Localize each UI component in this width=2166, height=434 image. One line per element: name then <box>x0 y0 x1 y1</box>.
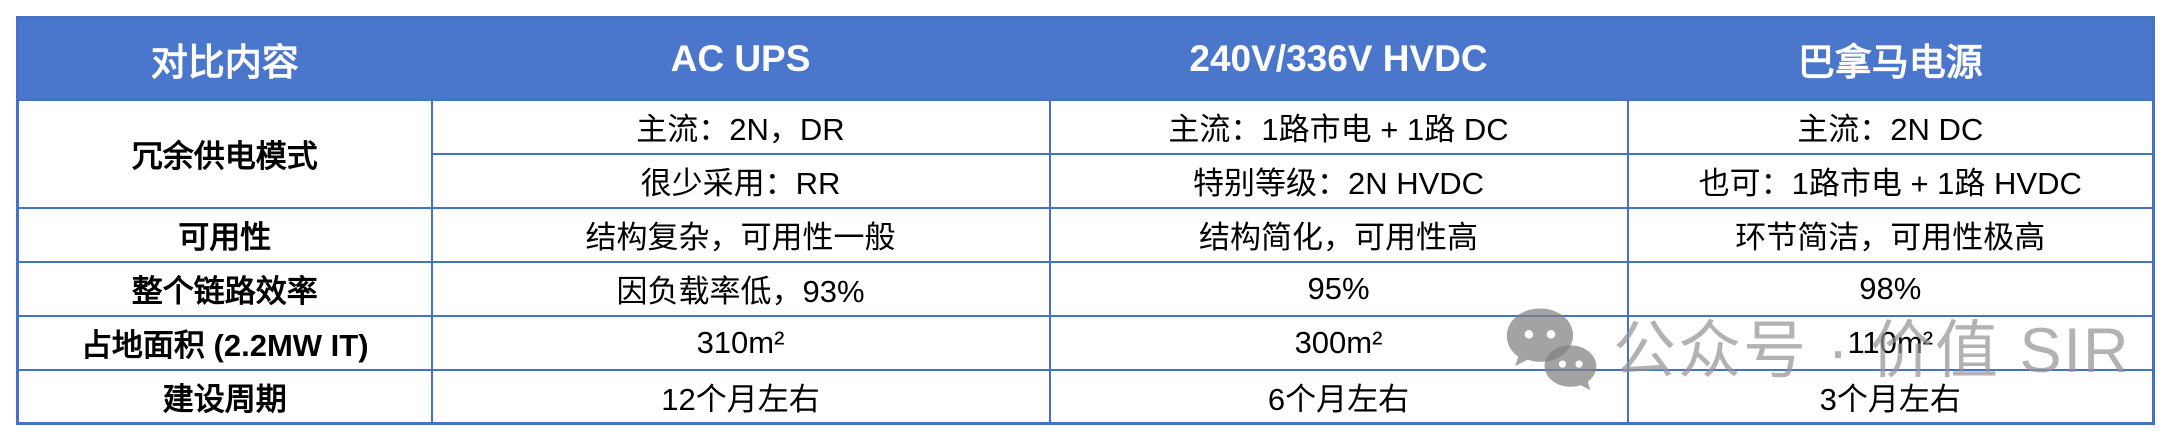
table-row-efficiency: 整个链路效率 因负载率低，93% 95% 98% <box>16 260 2155 317</box>
table-row-build-time: 建设周期 12个月左右 6个月左右 3个月左右 <box>16 368 2155 425</box>
table-row-availability: 可用性 结构复杂，可用性一般 结构简化，可用性高 环节简洁，可用性极高 <box>16 206 2155 263</box>
cell-redundancy-acups-alt: 很少采用：RR <box>430 152 1051 209</box>
cell-build-time-hvdc: 6个月左右 <box>1048 368 1629 425</box>
cell-build-time-acups: 12个月左右 <box>430 368 1051 425</box>
power-comparison-table: 对比内容 AC UPS 240V/336V HVDC 巴拿马电源 冗余供电模式 … <box>16 16 2155 425</box>
cell-footprint-hvdc: 300m² <box>1048 314 1629 371</box>
header-compare-item: 对比内容 <box>16 16 433 101</box>
cell-availability-hvdc: 结构简化，可用性高 <box>1048 206 1629 263</box>
cell-availability-acups: 结构复杂，可用性一般 <box>430 206 1051 263</box>
table-row-footprint: 占地面积 (2.2MW IT) 310m² 300m² 110m² <box>16 314 2155 371</box>
header-hvdc: 240V/336V HVDC <box>1048 16 1629 101</box>
cell-footprint-panama: 110m² <box>1626 314 2155 371</box>
cell-redundancy-acups-main: 主流：2N，DR <box>430 98 1051 155</box>
row-label-footprint: 占地面积 (2.2MW IT) <box>16 314 433 371</box>
cell-build-time-panama: 3个月左右 <box>1626 368 2155 425</box>
cell-availability-panama: 环节简洁，可用性极高 <box>1626 206 2155 263</box>
row-label-availability: 可用性 <box>16 206 433 263</box>
row-label-build-time: 建设周期 <box>16 368 433 425</box>
cell-redundancy-panama-main: 主流：2N DC <box>1626 98 2155 155</box>
cell-redundancy-hvdc-alt: 特别等级：2N HVDC <box>1048 152 1629 209</box>
cell-redundancy-hvdc-main: 主流：1路市电 + 1路 DC <box>1048 98 1629 155</box>
header-row: 对比内容 AC UPS 240V/336V HVDC 巴拿马电源 <box>16 16 2155 101</box>
cell-redundancy-panama-alt: 也可：1路市电 + 1路 HVDC <box>1626 152 2155 209</box>
table-row-redundancy-1: 冗余供电模式 主流：2N，DR 主流：1路市电 + 1路 DC 主流：2N DC <box>16 98 2155 209</box>
cell-efficiency-hvdc: 95% <box>1048 260 1629 317</box>
row-label-efficiency: 整个链路效率 <box>16 260 433 317</box>
header-ac-ups: AC UPS <box>430 16 1051 101</box>
header-panama: 巴拿马电源 <box>1626 16 2155 101</box>
table-row-redundancy-2: 很少采用：RR 特别等级：2N HVDC 也可：1路市电 + 1路 HVDC <box>18 152 2155 209</box>
cell-efficiency-acups: 因负载率低，93% <box>430 260 1051 317</box>
cell-footprint-acups: 310m² <box>430 314 1051 371</box>
row-label-redundancy: 冗余供电模式 <box>16 98 433 209</box>
cell-efficiency-panama: 98% <box>1626 260 2155 317</box>
